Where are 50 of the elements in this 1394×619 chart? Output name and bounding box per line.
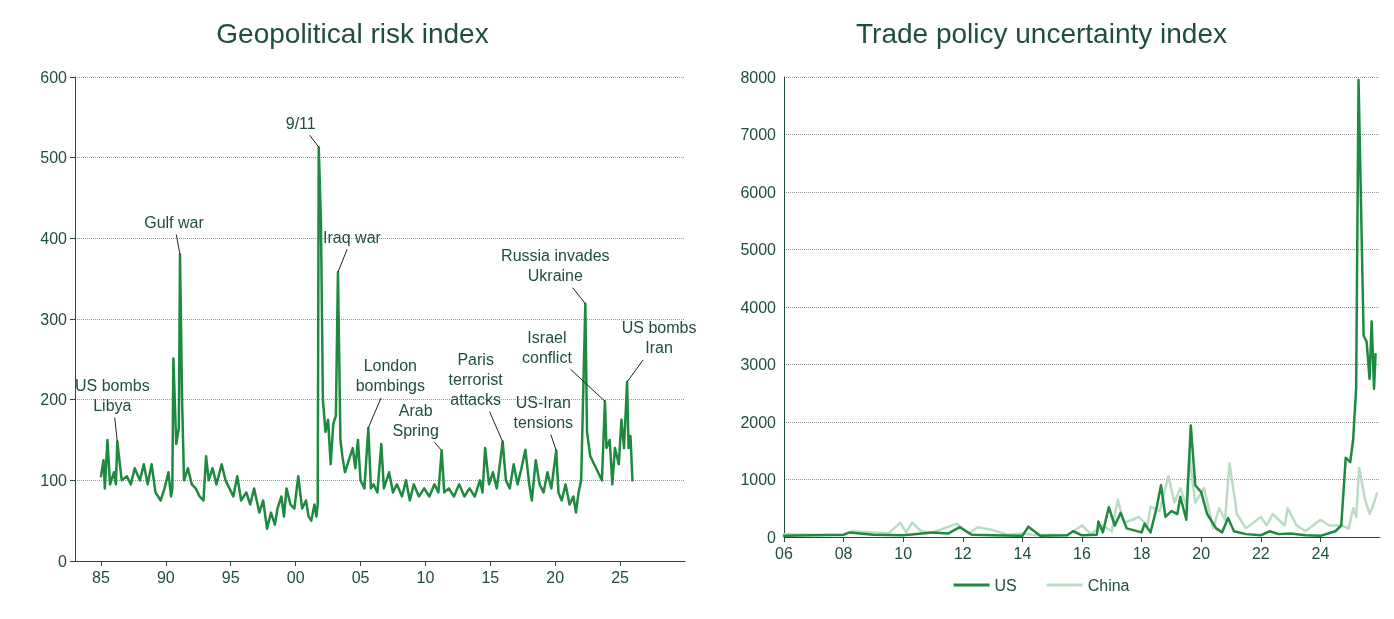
x-tick-label: 90 bbox=[156, 568, 175, 586]
annotation: Arab Spring bbox=[392, 401, 439, 439]
x-tick-label: 22 bbox=[1251, 544, 1270, 562]
chart-title: Trade policy uncertainty index bbox=[856, 17, 1227, 49]
annotation: 9/11 bbox=[285, 114, 316, 132]
annotation: US bombs Iran bbox=[621, 319, 697, 357]
x-tick-label: 20 bbox=[546, 568, 565, 586]
x-tick-label: 05 bbox=[351, 568, 370, 586]
annotation: US-Iran tensions bbox=[513, 393, 574, 431]
y-tick-label: 8000 bbox=[740, 68, 777, 86]
annotation: US bombs Libya bbox=[74, 377, 150, 415]
y-tick-label: 6000 bbox=[740, 183, 777, 201]
x-tick-label: 10 bbox=[894, 544, 913, 562]
y-tick-label: 200 bbox=[40, 391, 68, 409]
y-tick-label: 600 bbox=[40, 68, 68, 86]
y-tick-label: 7000 bbox=[740, 126, 777, 143]
x-tick-label: 00 bbox=[286, 568, 305, 586]
legend-label: US bbox=[994, 576, 1017, 594]
annotation: Israel conflict bbox=[522, 328, 573, 366]
x-tick-label: 15 bbox=[481, 568, 500, 586]
x-tick-label: 16 bbox=[1073, 544, 1091, 562]
legend-label: China bbox=[1087, 576, 1130, 594]
chart-title: Geopolitical risk index bbox=[216, 17, 489, 49]
annotation: London bombings bbox=[355, 357, 426, 395]
y-tick-label: 0 bbox=[767, 528, 777, 546]
x-tick-label: 95 bbox=[221, 568, 240, 586]
y-tick-label: 2000 bbox=[740, 413, 777, 431]
y-tick-label: 3000 bbox=[740, 356, 777, 373]
annotation: Iraq war bbox=[323, 228, 382, 246]
y-tick-label: 300 bbox=[40, 310, 68, 328]
x-tick-label: 08 bbox=[834, 544, 853, 562]
y-tick-label: 400 bbox=[40, 229, 68, 247]
annotation: Russia invades Ukraine bbox=[501, 247, 610, 285]
x-tick-label: 14 bbox=[1013, 544, 1032, 562]
x-tick-label: 85 bbox=[92, 568, 110, 586]
x-tick-label: 10 bbox=[416, 568, 435, 586]
y-tick-label: 4000 bbox=[740, 298, 777, 316]
x-tick-label: 18 bbox=[1132, 544, 1151, 562]
y-tick-label: 500 bbox=[40, 149, 68, 167]
x-tick-label: 20 bbox=[1192, 544, 1211, 562]
x-tick-label: 24 bbox=[1311, 544, 1330, 562]
y-tick-label: 0 bbox=[58, 552, 68, 570]
y-tick-label: 100 bbox=[40, 471, 68, 489]
x-tick-label: 25 bbox=[611, 568, 630, 586]
x-tick-label: 12 bbox=[953, 544, 972, 562]
x-tick-label: 06 bbox=[775, 544, 793, 562]
annotation: Gulf war bbox=[144, 213, 205, 231]
y-tick-label: 5000 bbox=[740, 241, 777, 258]
annotation: Paris terrorist attacks bbox=[448, 351, 504, 409]
y-tick-label: 1000 bbox=[740, 471, 777, 488]
